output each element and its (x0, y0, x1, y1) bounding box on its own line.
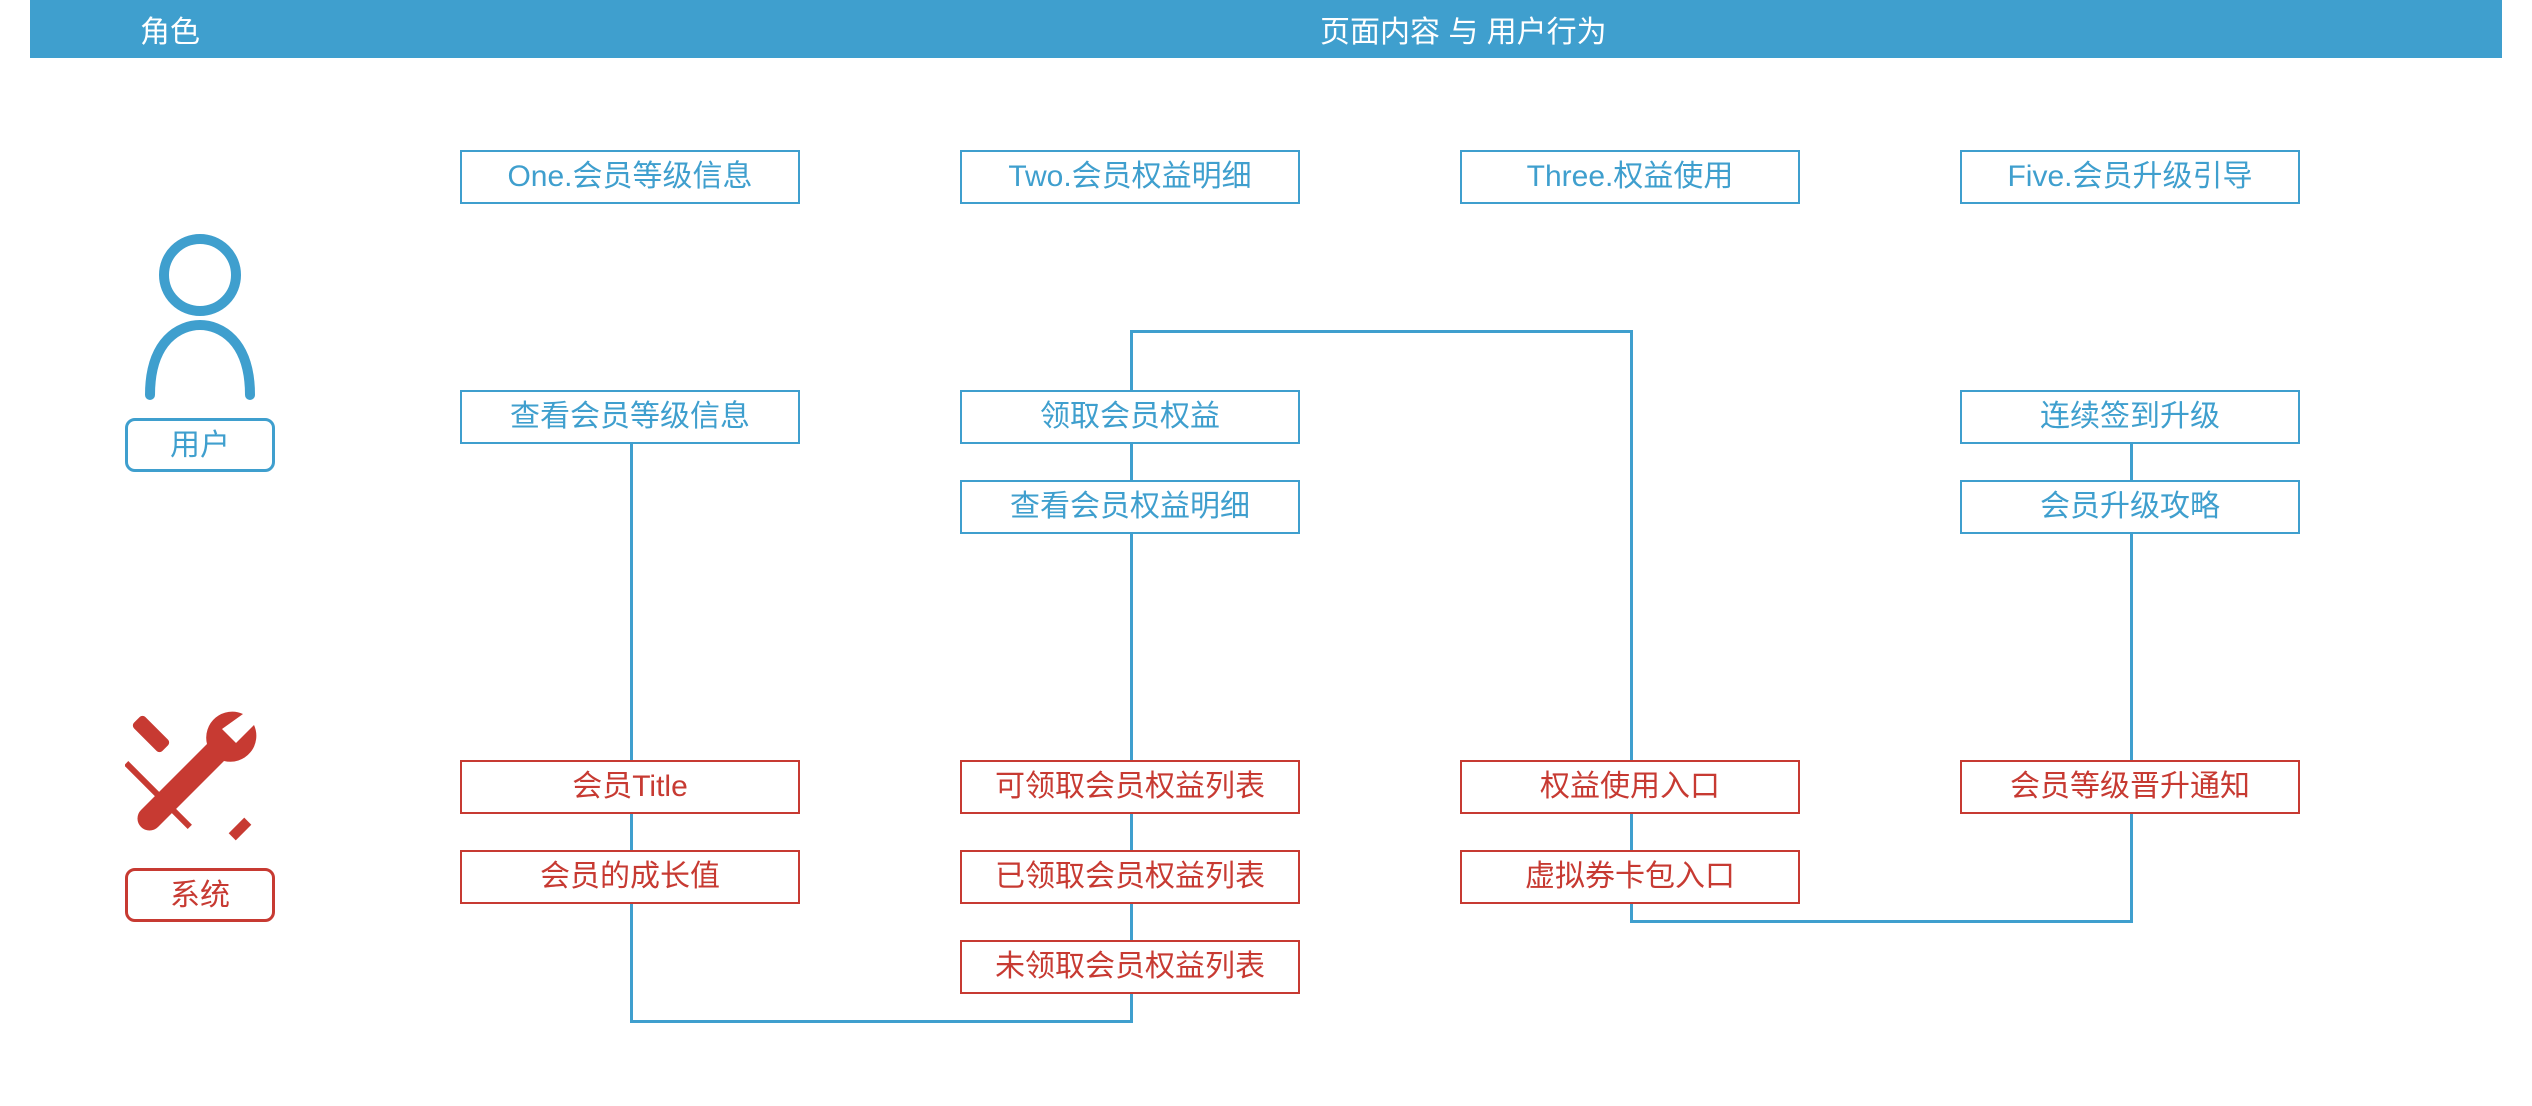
connector (1630, 920, 2133, 923)
connector (630, 1020, 1133, 1023)
system-output: 虚拟券卡包入口 (1460, 850, 1800, 904)
user-action: 连续签到升级 (1960, 390, 2300, 444)
system-output: 会员等级晋升通知 (1960, 760, 2300, 814)
col-header-3: Three.权益使用 (1460, 150, 1800, 204)
header-content-label: 页面内容 与 用户行为 (1320, 7, 1607, 51)
role-user-label: 用户 (125, 418, 275, 472)
role-user: 用户 (90, 230, 310, 472)
user-action: 查看会员等级信息 (460, 390, 800, 444)
system-output: 会员的成长值 (460, 850, 800, 904)
col-header-1: One.会员等级信息 (460, 150, 800, 204)
tools-icon (125, 700, 275, 850)
system-output: 可领取会员权益列表 (960, 760, 1300, 814)
person-icon (135, 230, 265, 400)
connector (630, 444, 633, 1020)
connector (1630, 330, 1633, 920)
col-header-2: Two.会员权益明细 (960, 150, 1300, 204)
system-output: 已领取会员权益列表 (960, 850, 1300, 904)
role-system-label: 系统 (125, 868, 275, 922)
user-action: 查看会员权益明细 (960, 480, 1300, 534)
header-role-label: 角色 (140, 7, 200, 51)
connector (1130, 330, 1633, 333)
col-header-4: Five.会员升级引导 (1960, 150, 2300, 204)
system-output: 未领取会员权益列表 (960, 940, 1300, 994)
header-bar: 角色 页面内容 与 用户行为 (30, 0, 2502, 58)
system-output: 权益使用入口 (1460, 760, 1800, 814)
user-action: 领取会员权益 (960, 390, 1300, 444)
user-action: 会员升级攻略 (1960, 480, 2300, 534)
system-output: 会员Title (460, 760, 800, 814)
role-system: 系统 (90, 700, 310, 922)
